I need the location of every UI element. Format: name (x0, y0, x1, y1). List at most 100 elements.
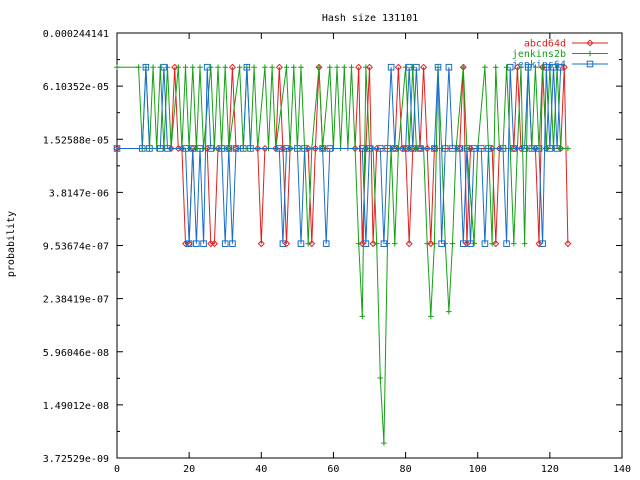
data-point (207, 145, 215, 152)
x-tick-label: 0 (114, 464, 120, 475)
data-point (560, 63, 568, 71)
data-point (193, 240, 200, 247)
data-point (269, 64, 275, 71)
data-point (463, 145, 471, 152)
data-point (550, 63, 557, 71)
data-point (510, 240, 517, 247)
data-point (388, 145, 394, 152)
data-point (532, 64, 539, 71)
y-tick-label: 1.49012e-08 (43, 401, 109, 412)
data-point (546, 145, 554, 152)
data-point (531, 144, 539, 152)
data-point (481, 240, 489, 247)
data-point (262, 64, 268, 71)
x-tick-label: 60 (327, 464, 339, 475)
data-point (275, 63, 283, 71)
data-point (215, 64, 221, 71)
data-point (442, 240, 449, 247)
data-point (316, 64, 322, 71)
data-point (279, 144, 287, 152)
y-tick-label: 3.8147e-06 (49, 188, 109, 199)
data-point (446, 308, 452, 315)
data-point (301, 145, 308, 152)
data-point (189, 64, 196, 71)
data-point (358, 145, 366, 152)
data-point (542, 63, 550, 71)
data-point (518, 64, 524, 71)
data-point (409, 64, 416, 71)
data-point (279, 240, 287, 247)
data-point (438, 240, 445, 247)
data-point (506, 63, 514, 71)
data-point (565, 145, 571, 152)
data-point (200, 240, 207, 247)
y-tick-label: 2.38419e-07 (43, 295, 109, 306)
data-point (510, 145, 518, 152)
data-point (406, 145, 412, 152)
y-tick-label: 3.72529e-09 (43, 454, 109, 465)
y-tick-label: 9.53674e-07 (43, 242, 109, 253)
series-line (117, 67, 569, 245)
data-point (218, 145, 225, 152)
legend-label: abcd64d (524, 39, 566, 50)
data-point (214, 144, 222, 152)
data-point (521, 240, 528, 247)
data-point (391, 240, 398, 247)
data-point (445, 63, 453, 71)
data-point (539, 240, 546, 247)
data-point (221, 240, 229, 247)
data-point (460, 64, 467, 71)
data-point (297, 240, 305, 247)
data-point (428, 313, 434, 320)
y-tick-label: 6.10352e-05 (43, 82, 109, 93)
data-point (495, 144, 503, 152)
y-axis-label: probability (6, 211, 17, 277)
data-point (424, 240, 431, 247)
data-point (157, 64, 164, 71)
data-point (276, 145, 283, 152)
data-point (467, 240, 474, 247)
data-point (535, 240, 543, 248)
data-point (355, 240, 362, 247)
data-point (160, 63, 168, 71)
data-point (185, 240, 193, 247)
y-tick-label: 0.000244141 (43, 29, 109, 40)
data-point (232, 145, 240, 152)
data-point (547, 64, 553, 71)
data-point (146, 145, 153, 152)
data-point (557, 63, 564, 71)
data-point (348, 64, 355, 71)
data-point (427, 240, 435, 248)
data-point (305, 240, 311, 247)
data-point (298, 64, 304, 71)
plot-area (113, 63, 572, 446)
data-point (489, 240, 495, 247)
data-point (294, 145, 301, 152)
data-point (222, 64, 229, 71)
legend-label: jenkins2b (512, 49, 566, 60)
data-point (113, 145, 121, 152)
data-point (207, 64, 214, 71)
x-tick-label: 80 (400, 464, 412, 475)
data-point (463, 240, 471, 248)
data-point (196, 145, 204, 152)
data-point (402, 145, 409, 152)
data-point (138, 145, 146, 152)
data-point (308, 240, 316, 248)
data-point (161, 145, 167, 152)
data-point (272, 144, 280, 152)
data-point (322, 240, 330, 247)
data-point (503, 240, 510, 247)
data-point (197, 64, 203, 71)
data-point (499, 145, 507, 152)
data-point (586, 60, 594, 68)
data-point (492, 240, 500, 248)
data-point (366, 145, 373, 152)
x-tick-label: 40 (255, 464, 267, 475)
data-point (156, 145, 164, 152)
data-point (186, 145, 192, 152)
data-point (210, 240, 218, 248)
data-point (553, 145, 561, 152)
data-point (236, 64, 243, 71)
